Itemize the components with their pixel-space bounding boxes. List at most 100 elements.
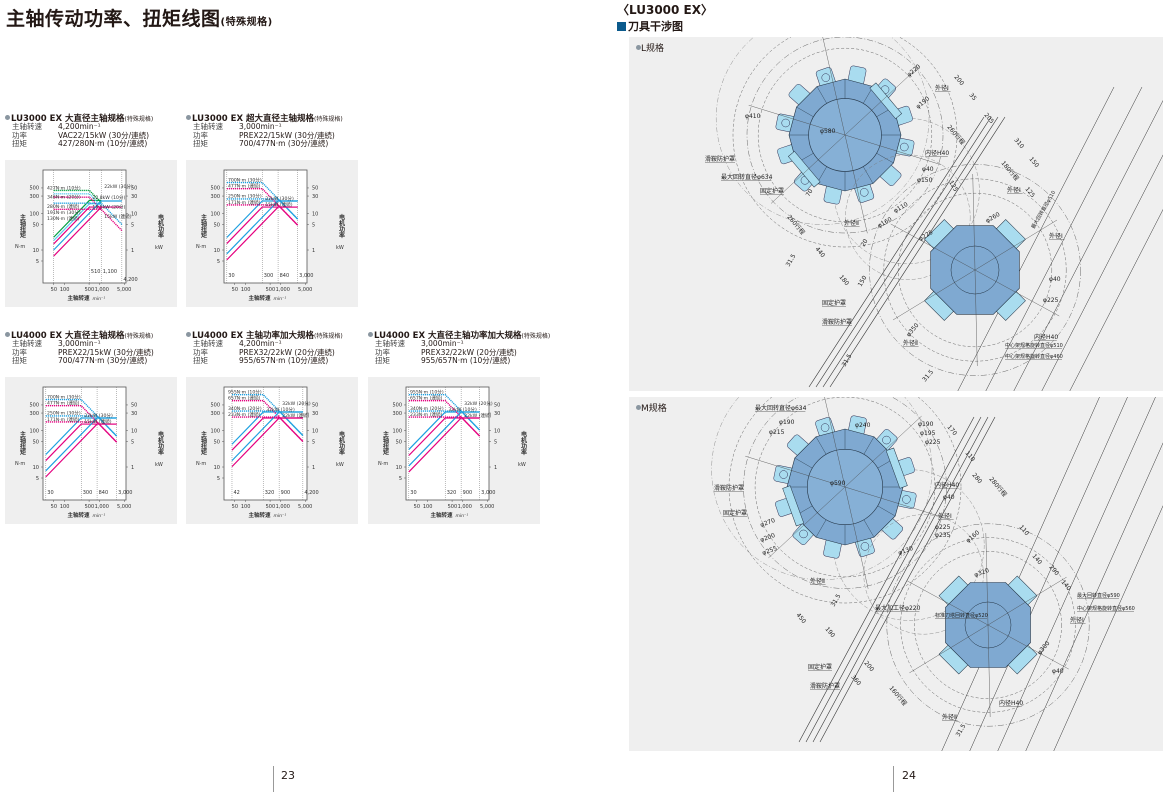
drawing-stroke — [815, 519, 827, 538]
x-tick-label: 5,000 — [480, 504, 494, 510]
drawing-annotation: φ190 — [915, 95, 931, 110]
spec-label: 扭矩 — [193, 356, 208, 366]
chart-panel: 30 300 840 3,000 700N·m (30分) 477N·m (連続) 250N… — [5, 377, 177, 524]
y2-axis-unit: kW — [336, 462, 344, 468]
power-curve — [53, 199, 102, 238]
spec-value: 4,200min⁻¹ — [58, 122, 101, 131]
bullet-icon — [186, 332, 191, 337]
drawing-annotation: φ225 — [1043, 297, 1059, 304]
spec-value: 700/477N·m (30分/連続) — [239, 139, 329, 149]
y-axis-label: 主轴扭矩 — [200, 213, 207, 239]
drawing-stroke — [728, 397, 962, 604]
y-tick-label: 50 — [396, 439, 402, 445]
drawing-annotation: 280 — [970, 472, 983, 485]
power-curve — [226, 200, 298, 255]
power-curve — [53, 206, 122, 257]
y-tick-label: 500 — [29, 186, 39, 192]
boring-bar-holder — [787, 150, 821, 188]
drawing-annotation: φ320 — [973, 567, 990, 579]
drawing-stroke — [770, 134, 846, 204]
m-spec-label-text: M规格 — [641, 404, 667, 414]
l-spec-label: L规格 — [636, 41, 664, 54]
chart-tag: (特殊规格) — [124, 116, 154, 123]
drawing-annotation: 200 — [862, 660, 875, 673]
bullet-icon — [5, 332, 10, 337]
drawing-annotation: 360 — [849, 674, 862, 687]
dimension-line — [957, 86, 1115, 391]
spec-value: 3,000min⁻¹ — [239, 122, 282, 131]
drawing-stroke — [716, 37, 930, 225]
y-tick-label: 100 — [29, 211, 39, 217]
torque-label: 130N·m (連続) — [47, 215, 80, 222]
chart-heading: LU3000 EX 超大直径主轴规格(特殊规格) — [186, 112, 361, 124]
speed-mark-label: 840 — [99, 490, 109, 496]
drawing-annotation: 滑鞍防护罩 — [714, 484, 744, 492]
y-tick-label: 50 — [214, 439, 220, 445]
y2-tick-label: 50 — [312, 186, 318, 192]
spec-label: 功率 — [12, 347, 27, 357]
x-axis-label: 主轴转速 — [248, 511, 271, 519]
chart-panel: 42 320 900 4,200 955N·m (10分) 657N·m (連続) 340N… — [186, 377, 358, 524]
title-tag: (特殊规格) — [220, 17, 273, 28]
drawing-annotation: φ215 — [769, 429, 785, 436]
drawing-annotation: 标准刀塔回转直径φ520 — [935, 612, 988, 619]
boring-bar-holder — [869, 82, 903, 120]
speed-mark-label: 3,000 — [299, 273, 313, 279]
spec-value: PREX32/22kW (20分/連続) — [239, 347, 335, 357]
speed-mark-label: 900 — [281, 490, 291, 496]
drawing-stroke — [779, 470, 788, 479]
bullet-icon — [368, 332, 373, 337]
chart-heading: LU3000 EX 大直径主轴规格(特殊规格) — [5, 112, 180, 124]
x-tick-label: 5,000 — [298, 504, 312, 510]
torque-label: 340N·m (20分) — [410, 405, 444, 412]
drawing-stroke — [816, 86, 827, 104]
drawing-stroke — [950, 245, 1000, 295]
y-tick-label: 100 — [29, 428, 39, 434]
drawing-annotation: 31.5 — [921, 368, 935, 383]
drawing-annotation: 内径H40 — [1034, 333, 1058, 341]
drawing-annotation: 最大回转直径φ634 — [721, 173, 773, 181]
x-axis-unit: min⁻¹ — [93, 513, 106, 519]
y2-axis-label: 电机功率 — [157, 213, 164, 239]
x-tick-label: 1,000 — [458, 504, 472, 510]
drawing-stroke — [711, 397, 933, 580]
drawing-annotation: φ200 — [759, 532, 776, 544]
spec-label: 主轴转速 — [12, 122, 42, 131]
speed-mark-label: 30 — [410, 490, 416, 496]
drawing-annotation: 190 — [823, 626, 836, 639]
drawing-stroke — [754, 397, 936, 578]
spec-row-torque: 扭矩 700/477N·m (30分/連続) — [186, 140, 361, 149]
section-title: 刀具干涉图 — [628, 20, 683, 33]
power-curve — [231, 417, 303, 468]
spec-label: 主轴转速 — [375, 339, 405, 348]
drawing-annotation: φ255 — [761, 545, 778, 557]
power-label: 32kW (20分) — [464, 400, 493, 407]
torque-curve — [53, 189, 102, 204]
y2-tick-label: 1 — [312, 465, 315, 471]
torque-curve — [408, 410, 481, 431]
drawing-annotation: 内径H40 — [925, 149, 949, 157]
y2-tick-label: 30 — [312, 194, 318, 200]
power-label: 22kW (30分) — [84, 412, 113, 419]
drawing-stroke — [824, 397, 846, 488]
y-tick-label: 10 — [33, 248, 39, 254]
spec-label: 扭矩 — [12, 356, 27, 366]
speed-mark-label: 30 — [228, 273, 234, 279]
guard-line — [819, 416, 996, 743]
power-label: 22kW (連続) — [464, 412, 491, 419]
drawing-annotation: φ160 — [965, 529, 981, 544]
drawing-annotation: 外径Ⅰ — [935, 84, 949, 92]
page-title: 主轴传动功率、扭矩线图(特殊规格) — [6, 4, 273, 31]
drawing-stroke — [844, 486, 945, 519]
y-axis-label: 主轴扭矩 — [382, 430, 389, 456]
drawing-annotation: φ40 — [1052, 668, 1064, 675]
drawing-stroke — [897, 192, 1053, 348]
y-tick-label: 300 — [29, 194, 39, 200]
y-tick-label: 5 — [36, 476, 39, 482]
x-tick-label: 100 — [241, 287, 251, 293]
drawing-annotation: 中心架规格旋转直径φ460 — [1005, 353, 1063, 360]
power-label: 15kW (連続) — [104, 213, 131, 220]
drawing-stroke — [987, 624, 991, 717]
turret — [716, 37, 980, 265]
